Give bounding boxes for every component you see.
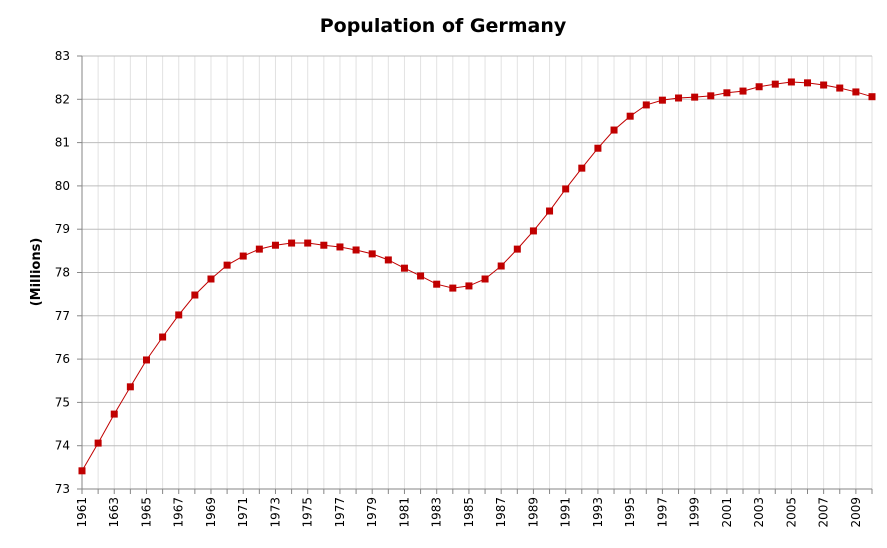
data-point-marker <box>433 280 441 288</box>
x-tick-label: 2003 <box>752 497 766 528</box>
y-tick-label: 73 <box>55 482 70 496</box>
x-tick-label: 1983 <box>430 497 444 528</box>
data-point-marker <box>207 275 215 283</box>
x-tick-label: 1989 <box>526 497 540 528</box>
data-point-marker <box>78 467 86 475</box>
data-point-marker <box>304 239 312 247</box>
x-tick-label: 1993 <box>591 497 605 528</box>
x-tick-label: 1961 <box>75 497 89 528</box>
data-point-marker <box>513 245 521 253</box>
x-tick-label: 1663 <box>107 497 121 528</box>
data-point-marker <box>159 333 167 341</box>
x-tick-label: 1975 <box>301 497 315 528</box>
data-point-marker <box>239 252 247 260</box>
y-tick-label: 74 <box>55 439 70 453</box>
horizontal-gridlines <box>82 55 872 447</box>
x-tick-label: 1965 <box>139 497 153 528</box>
data-point-marker <box>675 94 683 102</box>
x-tick-label: 1971 <box>236 497 250 528</box>
data-point-marker <box>142 356 150 364</box>
x-tick-label: 1969 <box>204 497 218 528</box>
data-point-marker <box>94 439 102 447</box>
data-point-marker <box>175 311 183 319</box>
data-point-marker <box>707 92 715 100</box>
y-tick-label: 79 <box>55 222 70 236</box>
data-point-marker <box>223 261 231 269</box>
data-point-marker <box>562 185 570 193</box>
x-tick-label: 2007 <box>817 497 831 528</box>
data-point-marker <box>836 84 844 92</box>
x-tick-label: 1981 <box>397 497 411 528</box>
data-point-marker <box>255 245 263 253</box>
data-point-marker <box>110 410 118 418</box>
data-point-marker <box>658 96 666 104</box>
data-point-marker <box>336 243 344 251</box>
x-tick-label: 2005 <box>784 497 798 528</box>
data-point-marker <box>723 89 731 97</box>
data-point-marker <box>787 78 795 86</box>
data-point-marker <box>804 79 812 87</box>
data-point-marker <box>384 256 392 264</box>
x-tick-label: 2001 <box>720 497 734 528</box>
y-tick-label: 82 <box>55 92 70 106</box>
data-point-marker <box>191 291 199 299</box>
x-tick-label: 1967 <box>172 497 186 528</box>
data-point-marker <box>594 144 602 152</box>
x-tick-label: 1991 <box>559 497 573 528</box>
data-point-marker <box>126 383 134 391</box>
x-tick-labels: 1961 1663 1965 1967 1969 1971 1973 1975 1977 1979… <box>75 497 863 528</box>
data-point-marker <box>288 239 296 247</box>
x-tick-label: 1997 <box>655 497 669 528</box>
data-point-marker <box>626 112 634 120</box>
data-point-marker <box>852 88 860 96</box>
data-point-marker <box>578 164 586 172</box>
data-point-marker <box>400 264 408 272</box>
y-tick-label: 75 <box>55 395 70 409</box>
data-point-marker <box>642 101 650 109</box>
x-tick-label: 1979 <box>365 497 379 528</box>
series-line <box>81 81 873 472</box>
data-point-marker <box>546 207 554 215</box>
data-point-marker <box>497 262 505 270</box>
y-tick-labels: 73 74 75 76 77 78 79 80 81 82 83 <box>55 49 70 496</box>
data-point-marker <box>271 241 279 249</box>
x-tick-label: 1995 <box>623 497 637 528</box>
x-tick-label: 1973 <box>268 497 282 528</box>
data-series <box>78 78 876 475</box>
y-axis-label: (Millions) <box>29 238 44 307</box>
y-tick-label: 78 <box>55 266 70 280</box>
chart-title: Population of Germany <box>320 15 567 37</box>
y-tick-label: 81 <box>55 136 70 150</box>
y-tick-label: 77 <box>55 309 70 323</box>
data-point-marker <box>691 93 699 101</box>
data-point-marker <box>465 282 473 290</box>
x-tick-label: 1987 <box>494 497 508 528</box>
data-point-marker <box>417 272 425 280</box>
y-tick-label: 83 <box>55 49 70 63</box>
data-point-marker <box>868 93 876 101</box>
data-point-marker <box>320 241 328 249</box>
data-point-marker <box>449 284 457 292</box>
x-tick-label: 1985 <box>462 497 476 528</box>
data-point-marker <box>529 227 537 235</box>
x-tick-label: 2009 <box>849 497 863 528</box>
y-tick-label: 80 <box>55 179 70 193</box>
data-point-marker <box>481 275 489 283</box>
y-tick-label: 76 <box>55 352 70 366</box>
data-point-marker <box>610 126 618 134</box>
data-point-marker <box>352 246 360 254</box>
x-tick-label: 1977 <box>333 497 347 528</box>
data-point-marker <box>820 81 828 89</box>
data-point-marker <box>755 83 763 91</box>
data-point-marker <box>368 250 376 258</box>
data-point-marker <box>771 80 779 88</box>
axes <box>77 55 873 494</box>
x-tick-label: 1999 <box>688 497 702 528</box>
data-point-marker <box>739 87 747 95</box>
